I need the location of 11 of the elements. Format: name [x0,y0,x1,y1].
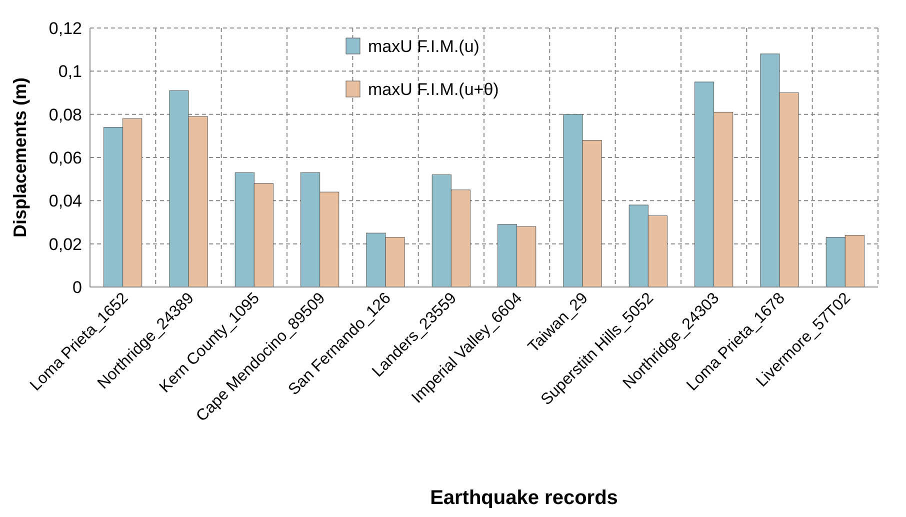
legend-label: maxU F.I.M.(u) [368,36,480,56]
y-tick-label: 0 [72,278,82,297]
y-tick-label: 0,12 [48,18,82,38]
x-axis-title: Earthquake records [430,487,618,509]
legend-label: maxU F.I.M.(u+θ) [368,80,499,99]
y-tick-label: 0,04 [48,192,82,211]
y-tick-label: 0,02 [48,234,82,254]
y-axis-title: Displacements (m) [10,77,30,238]
y-tick-label: 0,08 [48,105,82,124]
y-tick-label: 0,1 [58,62,82,82]
y-tick-label: 0,06 [48,148,82,168]
